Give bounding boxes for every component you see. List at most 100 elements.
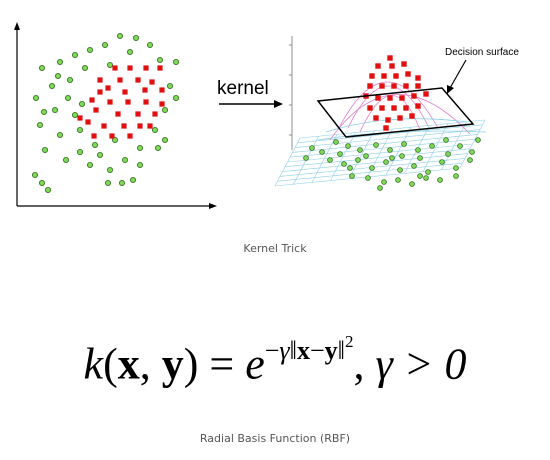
- red-point: [107, 99, 113, 105]
- red-point: [127, 133, 133, 139]
- green-point: [112, 136, 119, 143]
- mesh-line: [284, 148, 471, 168]
- green-point: [439, 159, 445, 165]
- green-point: [377, 185, 383, 191]
- red-point: [91, 133, 97, 139]
- red-point: [105, 85, 111, 91]
- red-point: [159, 101, 165, 107]
- green-point: [172, 59, 179, 66]
- red-point: [423, 91, 429, 97]
- mesh-line: [385, 127, 412, 176]
- red-point: [411, 93, 417, 99]
- green-point: [45, 186, 52, 193]
- red-point: [387, 55, 393, 61]
- red-point: [385, 117, 391, 123]
- green-point: [39, 179, 46, 186]
- green-point: [401, 141, 407, 147]
- formula-exp-x: x: [296, 335, 310, 365]
- green-point: [117, 33, 124, 40]
- green-point: [417, 173, 423, 179]
- green-point: [37, 122, 44, 129]
- green-point: [417, 155, 423, 161]
- green-point: [373, 142, 379, 148]
- red-point: [125, 99, 131, 105]
- red-point: [405, 71, 411, 77]
- red-point: [135, 111, 141, 117]
- kernel-trick-figure: kernel Decision surface: [14, 22, 519, 209]
- green-point: [453, 173, 459, 179]
- green-point: [146, 42, 153, 49]
- mesh-line: [422, 123, 449, 172]
- red-point: [142, 87, 148, 93]
- green-point: [77, 148, 84, 155]
- rbf-formula: k(x, y) = e−γ‖x−y‖2, γ > 0: [83, 332, 467, 389]
- green-point: [437, 177, 443, 183]
- red-point: [369, 73, 375, 79]
- green-point: [337, 151, 343, 157]
- formula-x: x: [117, 339, 140, 389]
- green-point: [172, 95, 179, 102]
- green-point: [63, 156, 70, 163]
- red-point: [93, 107, 99, 113]
- formula-condition: γ > 0: [375, 339, 467, 389]
- green-point: [345, 143, 351, 149]
- red-point: [367, 83, 373, 89]
- green-point: [57, 131, 64, 138]
- red-point: [379, 105, 385, 111]
- decision-plane: [316, 87, 475, 138]
- green-point: [469, 149, 475, 155]
- green-point: [457, 143, 463, 149]
- formula-power: 2: [344, 332, 354, 351]
- green-point: [49, 83, 56, 90]
- green-point: [87, 47, 94, 54]
- red-point: [147, 123, 153, 129]
- green-point: [363, 153, 369, 159]
- red-point: [137, 123, 143, 129]
- green-point: [72, 112, 79, 119]
- green-point: [132, 35, 139, 42]
- red-point: [89, 97, 95, 103]
- green-point: [445, 151, 451, 157]
- green-point: [355, 157, 361, 163]
- green-point: [411, 163, 417, 169]
- green-point: [41, 109, 48, 116]
- red-point: [152, 111, 158, 117]
- rbf-caption: Radial Basis Function (RBF): [199, 432, 351, 445]
- dome-arc: [347, 85, 429, 129]
- green-point: [33, 95, 40, 102]
- red-point: [149, 79, 155, 85]
- green-point: [347, 165, 353, 171]
- red-point: [387, 95, 393, 101]
- formula-k: k: [83, 339, 104, 389]
- green-point: [87, 161, 94, 168]
- formula-e: e: [245, 339, 265, 389]
- red-point: [127, 65, 133, 71]
- green-point: [102, 42, 109, 49]
- green-point: [42, 146, 49, 153]
- red-point: [403, 105, 409, 111]
- green-point: [136, 144, 143, 151]
- red-point: [122, 89, 128, 95]
- red-point: [115, 111, 121, 117]
- green-point: [39, 65, 46, 72]
- green-point: [107, 166, 114, 173]
- green-point: [151, 127, 158, 134]
- green-point: [119, 179, 126, 186]
- green-point: [122, 156, 129, 163]
- green-point: [52, 107, 59, 114]
- red-point: [85, 119, 91, 125]
- red-point: [389, 63, 395, 69]
- green-point: [166, 83, 173, 90]
- red-point: [121, 123, 127, 129]
- green-point: [107, 62, 114, 69]
- red-point: [97, 89, 103, 95]
- red-point: [391, 105, 397, 111]
- green-point: [423, 175, 429, 181]
- red-point: [159, 87, 165, 93]
- green-point: [415, 147, 421, 153]
- formula-y: y: [161, 339, 184, 389]
- dome-arc: [337, 81, 439, 131]
- red-point: [77, 115, 83, 121]
- green-point: [467, 157, 473, 163]
- dome-arc: [329, 94, 471, 141]
